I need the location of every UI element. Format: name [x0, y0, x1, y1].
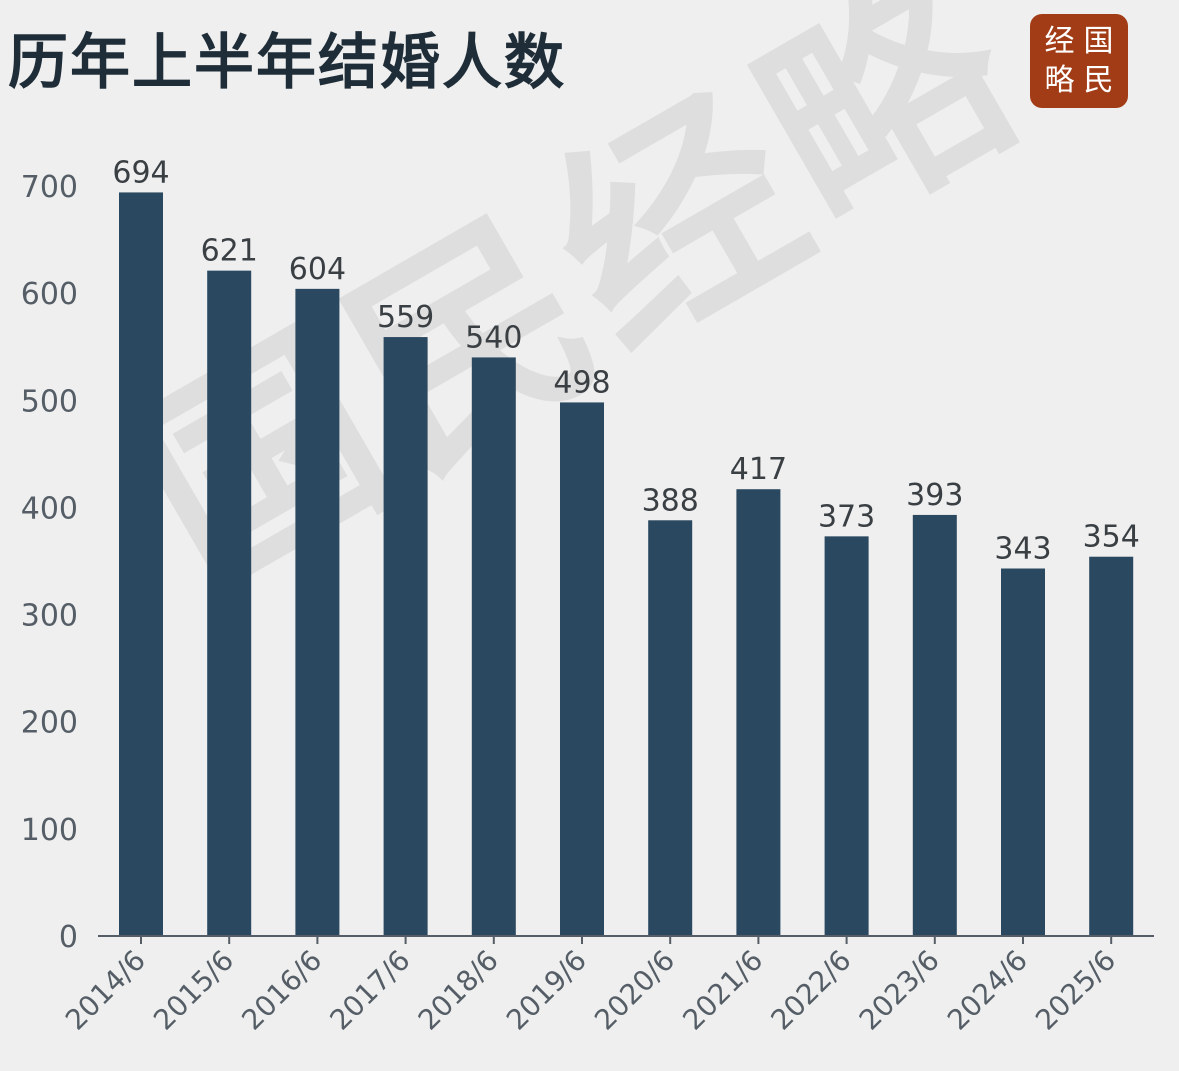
- y-tick-label: 400: [21, 491, 78, 526]
- logo-char: 国: [1083, 23, 1114, 59]
- y-axis-ticks: 0 100 200 300 400 500 600 700: [21, 170, 78, 955]
- data-label: 354: [1083, 520, 1140, 555]
- logo-char: 民: [1083, 62, 1114, 98]
- logo-char: 略: [1044, 62, 1075, 98]
- bar: [295, 288, 340, 936]
- y-tick-label: 200: [21, 706, 78, 741]
- bar: [207, 270, 252, 937]
- data-label: 498: [553, 365, 610, 400]
- data-label: 393: [906, 478, 963, 513]
- x-tick-label: 2024/6: [941, 944, 1034, 1037]
- bar: [383, 337, 428, 937]
- data-label: 694: [112, 155, 169, 190]
- x-tick-label: 2016/6: [235, 944, 328, 1037]
- y-tick-label: 500: [21, 384, 78, 419]
- x-axis-ticks: 2014/62015/62016/62017/62018/62019/62020…: [59, 936, 1122, 1037]
- data-labels-group: 694 621 604 559 540 498 388 417 373 393 343 354: [112, 155, 1139, 566]
- y-tick-label: 300: [21, 599, 78, 634]
- data-label: 604: [289, 252, 346, 287]
- data-label: 540: [465, 320, 522, 355]
- bar: [119, 192, 163, 936]
- bar: [1089, 556, 1134, 936]
- data-label: 417: [730, 452, 787, 487]
- logo-char: 经: [1044, 23, 1075, 59]
- x-tick-label: 2018/6: [412, 944, 505, 1037]
- y-tick-label: 600: [21, 277, 78, 312]
- x-tick-label: 2015/6: [147, 944, 240, 1037]
- y-tick-label: 0: [59, 920, 78, 955]
- x-tick-label: 2017/6: [324, 944, 417, 1037]
- data-label: 621: [201, 234, 258, 269]
- x-tick-label: 2022/6: [765, 944, 858, 1037]
- x-tick-label: 2020/6: [588, 944, 681, 1037]
- data-label: 343: [994, 532, 1051, 567]
- x-tick-label: 2021/6: [676, 944, 769, 1037]
- data-label: 388: [642, 483, 699, 518]
- bar: [912, 514, 957, 936]
- y-tick-label: 700: [21, 170, 78, 205]
- bar: [648, 520, 693, 936]
- data-label: 373: [818, 499, 875, 534]
- chart-title: 历年上半年结婚人数: [8, 28, 566, 98]
- y-tick-label: 100: [21, 813, 78, 848]
- x-tick-label: 2019/6: [500, 944, 593, 1037]
- bar: [736, 489, 781, 936]
- x-tick-label: 2014/6: [59, 944, 152, 1037]
- x-tick-label: 2023/6: [853, 944, 946, 1037]
- bar: [1001, 568, 1045, 936]
- x-tick-label: 2025/6: [1029, 944, 1122, 1037]
- bar: [560, 402, 604, 936]
- data-label: 559: [377, 300, 434, 335]
- bars-group: [119, 192, 1134, 937]
- bar: [824, 536, 869, 936]
- bar: [471, 357, 516, 936]
- logo-badge: 经 国 略 民: [1030, 14, 1128, 108]
